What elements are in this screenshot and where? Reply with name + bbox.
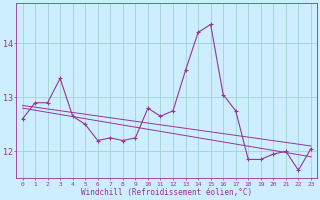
X-axis label: Windchill (Refroidissement éolien,°C): Windchill (Refroidissement éolien,°C): [81, 188, 252, 197]
